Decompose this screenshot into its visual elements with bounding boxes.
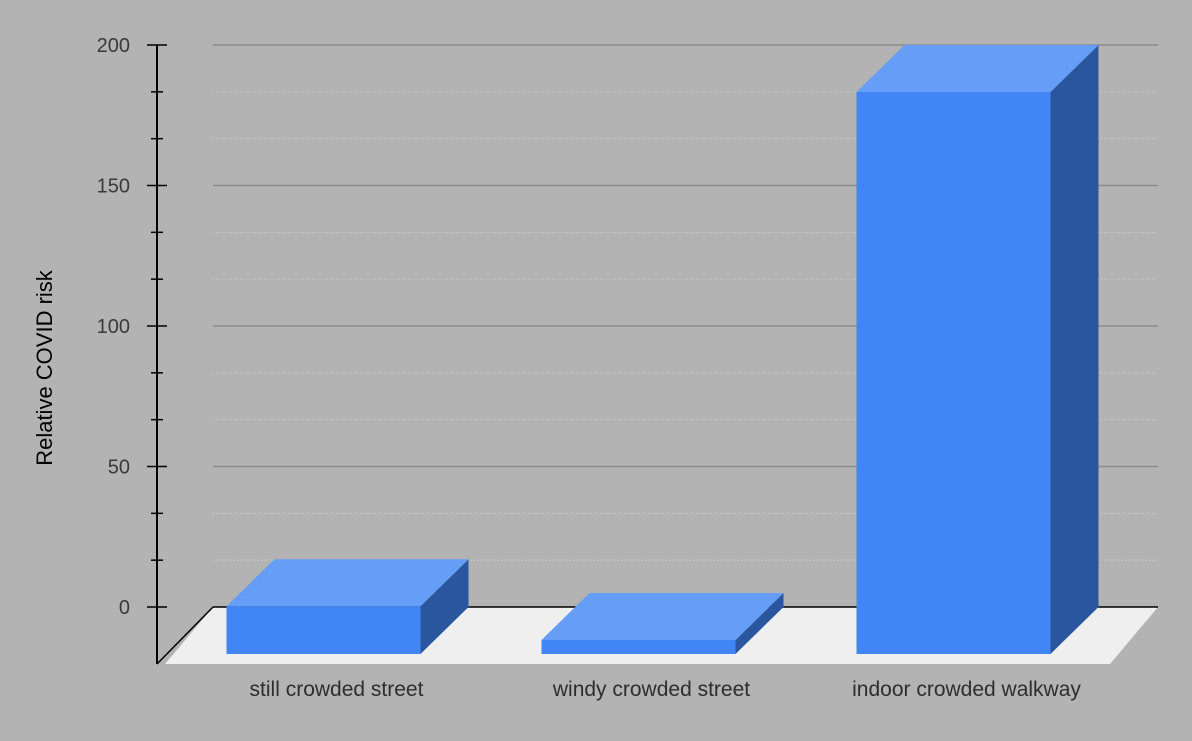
category-label: windy crowded street — [552, 678, 750, 701]
bar-front — [541, 639, 736, 654]
y-tick-label: 0 — [119, 597, 130, 619]
y-axis: 0 50 100 150 200 — [97, 35, 214, 665]
bar — [856, 45, 1099, 654]
category-label: indoor crowded walkway — [852, 678, 1081, 701]
bar-side — [735, 592, 784, 654]
y-tick-label: 150 — [97, 176, 130, 198]
bar-side — [420, 559, 469, 654]
bar-top — [226, 559, 469, 607]
category-label: still crowded street — [250, 678, 424, 701]
y-tick-label: 200 — [97, 35, 130, 57]
bar — [226, 559, 469, 654]
bars — [226, 45, 1099, 654]
bar-side — [1050, 45, 1099, 654]
bar-front — [226, 606, 421, 654]
y-tick-label: 50 — [108, 457, 130, 479]
bar-front — [856, 92, 1051, 654]
bar — [541, 592, 784, 654]
floor-edge — [156, 606, 214, 665]
bar-top — [541, 592, 784, 640]
y-axis-label: Relative COVID risk — [32, 269, 57, 466]
bar-top — [856, 45, 1099, 92]
category-labels: still crowded street windy crowded street… — [250, 678, 1082, 701]
y-tick-label: 100 — [97, 316, 130, 338]
